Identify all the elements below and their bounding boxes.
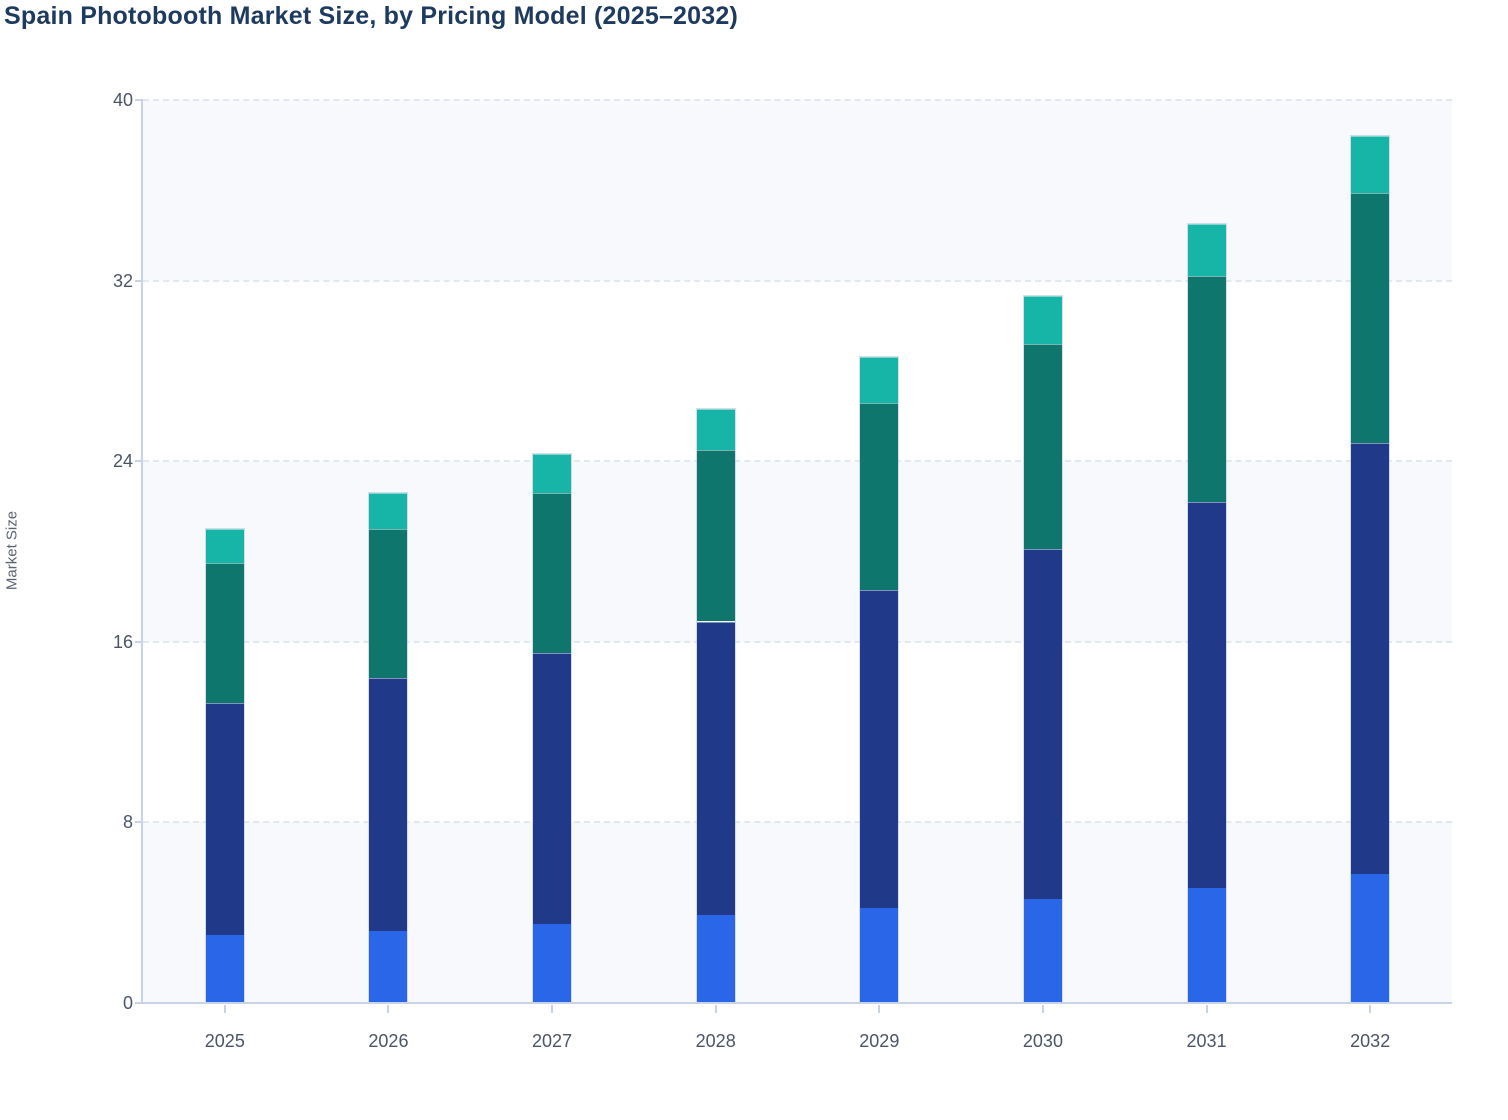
bar-segment-segment-1-bottom-2032[interactable] <box>1351 874 1390 1003</box>
bar-2027 <box>532 453 573 1004</box>
bar-segment-segment-1-bottom-2026[interactable] <box>369 930 408 1003</box>
y-tick-label-8: 8 <box>122 812 133 833</box>
grid-band <box>143 461 1452 642</box>
bar-segment-segment-2-2031[interactable] <box>1187 501 1226 888</box>
bar-2031 <box>1186 223 1227 1004</box>
y-tick-mark <box>135 1002 143 1004</box>
bar-segment-segment-4-top-2030[interactable] <box>1023 296 1062 344</box>
x-tick-mark <box>714 1005 717 1013</box>
bar-segment-segment-1-bottom-2029[interactable] <box>860 908 899 1003</box>
gridline-8 <box>143 821 1452 824</box>
y-tick-label-32: 32 <box>112 270 133 291</box>
y-tick-label-24: 24 <box>112 451 133 472</box>
bar-2028 <box>695 408 736 1004</box>
x-tick-label-2027: 2027 <box>532 1031 573 1051</box>
bar-segment-segment-4-top-2032[interactable] <box>1351 136 1390 193</box>
x-tick-mark <box>223 1005 226 1013</box>
y-tick-mark <box>135 279 143 282</box>
x-tick-label-2028: 2028 <box>695 1031 736 1051</box>
x-tick-label-2030: 2030 <box>1022 1031 1063 1051</box>
x-tick-mark <box>878 1005 881 1013</box>
x-tick-label-2032: 2032 <box>1350 1031 1391 1051</box>
bar-segment-segment-2-2029[interactable] <box>860 589 899 909</box>
y-tick-mark <box>135 821 143 824</box>
x-tick-mark <box>1205 1005 1208 1013</box>
gridline-40 <box>143 99 1452 101</box>
bar-segment-segment-3-2026[interactable] <box>369 528 408 678</box>
y-tick-label-0: 0 <box>122 993 133 1013</box>
x-axis-line <box>143 1002 1452 1004</box>
gridline-16 <box>143 640 1452 643</box>
bar-segment-segment-4-top-2025[interactable] <box>205 528 244 563</box>
bar-segment-segment-1-bottom-2027[interactable] <box>533 924 572 1003</box>
x-tick-label-2026: 2026 <box>368 1031 409 1051</box>
bar-segment-segment-2-2025[interactable] <box>205 702 244 936</box>
y-axis-line <box>141 100 143 1003</box>
x-tick-label-2029: 2029 <box>859 1031 900 1051</box>
y-tick-mark <box>135 460 143 463</box>
x-tick-mark <box>387 1005 390 1013</box>
bar-segment-segment-2-2028[interactable] <box>696 621 735 915</box>
bar-segment-segment-3-2032[interactable] <box>1351 192 1390 444</box>
chart-title: Spain Photobooth Market Size, by Pricing… <box>4 2 738 30</box>
gridline-32 <box>143 279 1452 282</box>
bar-segment-segment-1-bottom-2030[interactable] <box>1023 899 1062 1003</box>
bar-segment-segment-3-2030[interactable] <box>1023 343 1062 550</box>
bar-segment-segment-4-top-2026[interactable] <box>369 492 408 529</box>
bar-segment-segment-1-bottom-2028[interactable] <box>696 914 735 1003</box>
bar-2030 <box>1022 295 1063 1004</box>
y-tick-mark <box>135 640 143 643</box>
bar-segment-segment-1-bottom-2031[interactable] <box>1187 887 1226 1003</box>
bar-segment-segment-4-top-2027[interactable] <box>533 454 572 493</box>
bar-segment-segment-3-2028[interactable] <box>696 449 735 622</box>
y-axis-title: Market Size <box>3 510 21 591</box>
x-tick-label-2025: 2025 <box>204 1031 245 1051</box>
grid-band <box>143 100 1452 281</box>
bar-segment-segment-2-2032[interactable] <box>1351 443 1390 875</box>
bar-segment-segment-3-2025[interactable] <box>205 562 244 703</box>
bar-segment-segment-2-2027[interactable] <box>533 653 572 924</box>
y-tick-label-40: 40 <box>112 90 133 110</box>
bar-segment-segment-4-top-2031[interactable] <box>1187 224 1226 277</box>
x-tick-label-2031: 2031 <box>1186 1031 1227 1051</box>
bar-segment-segment-2-2030[interactable] <box>1023 549 1062 900</box>
x-tick-mark <box>1041 1005 1044 1013</box>
gridline-24 <box>143 460 1452 463</box>
bar-segment-segment-1-bottom-2025[interactable] <box>205 935 244 1003</box>
x-tick-mark <box>1369 1005 1372 1013</box>
x-tick-mark <box>551 1005 554 1013</box>
bar-2032 <box>1350 135 1391 1004</box>
bar-segment-segment-4-top-2029[interactable] <box>860 357 899 403</box>
bar-segment-segment-4-top-2028[interactable] <box>696 409 735 450</box>
y-tick-label-16: 16 <box>112 631 133 652</box>
bar-segment-segment-3-2027[interactable] <box>533 492 572 654</box>
bar-2029 <box>859 356 900 1004</box>
bar-2026 <box>368 491 409 1005</box>
bar-segment-segment-3-2031[interactable] <box>1187 276 1226 502</box>
bar-segment-segment-3-2029[interactable] <box>860 402 899 590</box>
y-tick-mark <box>135 99 143 101</box>
bar-2025 <box>204 527 245 1005</box>
bar-segment-segment-2-2026[interactable] <box>369 677 408 931</box>
grid-band <box>143 822 1452 1003</box>
plot-area <box>143 99 1452 1005</box>
